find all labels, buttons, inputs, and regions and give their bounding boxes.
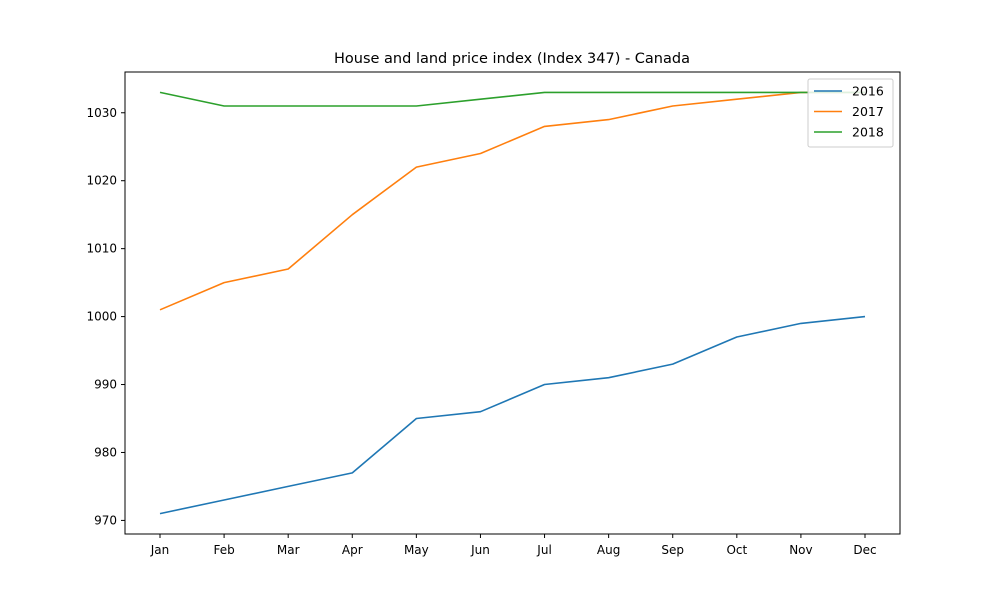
legend-label: 2018 <box>852 125 884 140</box>
x-tick-label: Oct <box>726 543 747 557</box>
x-tick-label: Mar <box>277 543 300 557</box>
y-tick-label: 1000 <box>86 310 117 324</box>
y-tick-label: 1030 <box>86 106 117 120</box>
x-tick-label: May <box>404 543 429 557</box>
series-line-2016 <box>159 315 866 515</box>
y-axis: 970 980 990 1000 1010 1020 1030 <box>86 106 125 527</box>
legend-label: 2016 <box>852 84 884 99</box>
x-tick-label: Nov <box>789 543 812 557</box>
x-tick-label: Aug <box>597 543 620 557</box>
legend: 2016 2017 2018 <box>807 78 894 148</box>
x-tick-label: Sep <box>661 543 684 557</box>
x-tick-label: Jan <box>150 543 170 557</box>
legend-label: 2017 <box>852 104 884 119</box>
x-tick-label: Apr <box>342 543 363 557</box>
x-axis: Jan Feb Mar Apr May Jun Jul Aug Sep Oct Nov Dec <box>150 534 877 557</box>
legend-box <box>807 78 894 148</box>
chart-title: House and land price index (Index 347) -… <box>334 51 690 67</box>
x-tick-label: Feb <box>213 543 234 557</box>
series-line-2017 <box>159 91 865 311</box>
plot-area <box>124 71 901 535</box>
x-tick-label: Jul <box>536 543 551 557</box>
y-tick-label: 1010 <box>86 242 117 256</box>
series-line-2018 <box>159 91 865 107</box>
y-tick-label: 990 <box>94 378 117 392</box>
series-layer <box>159 91 866 515</box>
y-tick-label: 970 <box>94 513 117 527</box>
x-tick-label: Dec <box>853 543 876 557</box>
y-tick-label: 1020 <box>86 174 117 188</box>
x-tick-label: Jun <box>470 543 490 557</box>
y-tick-label: 980 <box>94 445 117 459</box>
